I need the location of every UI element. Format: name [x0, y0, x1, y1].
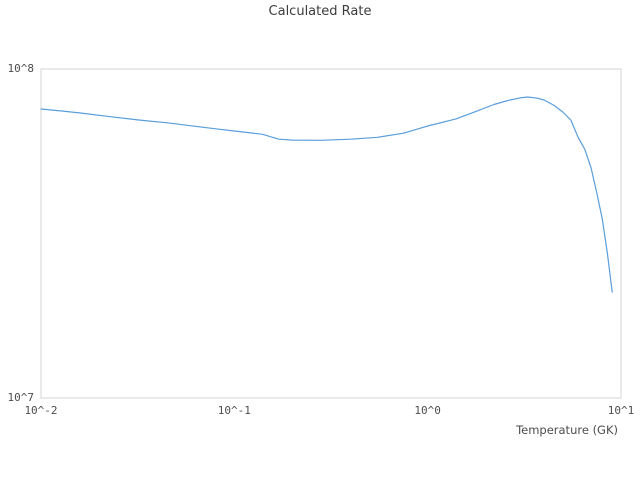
x-tick-label-1e-2: 10^-2	[24, 404, 58, 417]
x-axis-title: Temperature (GK)	[516, 423, 618, 437]
x-tick-label-1e0: 10^0	[414, 404, 441, 417]
y-tick-label-1e7: 10^7	[7, 391, 35, 404]
x-tick-label-1e1: 10^1	[607, 404, 635, 417]
rate-line	[40, 96, 613, 293]
chart-title: Calculated Rate	[268, 4, 372, 19]
plot-border	[40, 68, 622, 399]
x-tick-label-1e-1: 10^-1	[217, 404, 251, 417]
y-tick-label-1e8: 10^8	[7, 62, 35, 75]
